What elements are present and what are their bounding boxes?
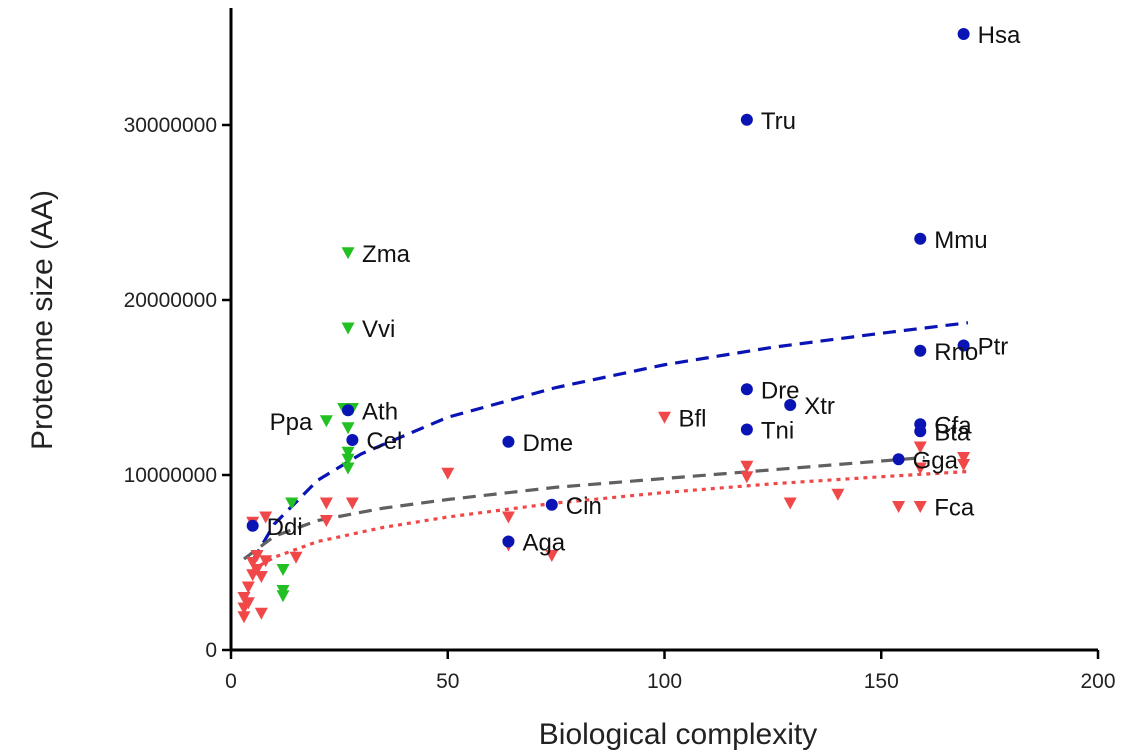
fit-curve-red [251,469,969,571]
x-tick-label: 150 [864,670,899,693]
point-label: Tru [761,108,796,135]
fit-curve-blue [251,321,969,562]
y-axis-title: Proteome size (AA) [26,190,59,450]
point-label: Mmu [934,227,987,254]
x-tick-label: 50 [436,670,459,693]
point-label: Cel [366,428,402,455]
y-tick-label: 0 [205,639,217,662]
data-point-green [341,322,355,335]
point-label: Ath [362,398,398,425]
data-point-blue [502,435,515,448]
data-point-blue [545,498,558,511]
data-point-green [341,247,355,260]
point-label: Rno [934,339,978,366]
point-label: Vvi [362,316,395,343]
data-point-blue [957,339,970,352]
data-point-blue [342,404,355,417]
data-point-blue [502,535,515,548]
data-point-red [913,462,927,475]
y-tick-label: 10000000 [124,464,217,487]
data-point-red [740,471,754,484]
data-point-blue [784,399,797,411]
point-label: Ppa [270,409,313,436]
data-point-blue [957,28,970,40]
data-point-red [250,550,264,562]
data-point-blue [740,383,753,396]
point-label: Aga [522,530,565,557]
point-label: Dme [522,430,573,457]
data-point-red [740,460,754,473]
data-point-blue [346,434,359,446]
data-point-red [259,511,273,524]
data-point-red [658,411,671,424]
point-label: Bfl [679,405,707,432]
data-point-blue [892,453,905,466]
point-label: Cin [566,493,602,520]
data-point-green [341,462,355,475]
data-point-red [831,488,845,501]
data-point-blue [246,519,259,532]
data-point-blue [914,425,927,438]
data-point-green [341,446,355,459]
data-point-red [319,515,333,527]
data-point-blue [914,232,927,245]
y-tick-label: 30000000 [124,114,217,137]
point-label: Xtr [804,393,835,420]
data-point-red [259,555,273,568]
data-point-green [319,415,333,428]
data-point-red [319,497,333,510]
data-point-green [285,497,299,510]
point-label: Fca [934,495,975,522]
data-point-red [545,550,559,562]
data-point-red [957,452,971,464]
point-label: Cfa [934,412,972,439]
data-point-red [783,497,797,510]
data-point-red [913,501,927,513]
data-point-red [246,557,260,569]
data-point-green [276,564,290,576]
data-point-red [237,611,251,624]
data-point-red [254,607,268,620]
data-point-red [892,501,906,513]
point-label: Ddi [267,514,303,541]
data-point-red [250,564,264,576]
data-point-green [341,422,355,435]
data-point-green [341,453,355,466]
point-label: Gga [913,447,959,474]
fit-curve-gray [243,455,925,561]
data-point-red [254,571,268,583]
data-point-blue [740,113,753,126]
point-label: Ptr [978,334,1009,361]
point-label: Hsa [978,22,1021,49]
data-point-red [441,467,455,480]
x-axis-title: Biological complexity [539,718,817,751]
data-point-green [276,590,290,603]
point-label: Bta [934,419,971,446]
data-point-red [913,441,927,454]
data-point-red [289,551,303,564]
data-point-blue [740,423,753,436]
data-point-red [501,511,515,524]
data-point-red [345,497,359,510]
data-point-red [241,597,255,610]
x-tick-label: 200 [1080,670,1115,693]
data-point-red [957,459,971,471]
point-label: Dre [761,377,800,404]
data-point-red [241,581,255,594]
point-label: Tni [761,418,794,445]
x-tick-label: 100 [647,670,682,693]
point-label: Zma [362,241,411,268]
data-point-blue [914,344,927,357]
y-tick-label: 20000000 [124,289,217,312]
x-tick-label: 0 [225,670,237,693]
